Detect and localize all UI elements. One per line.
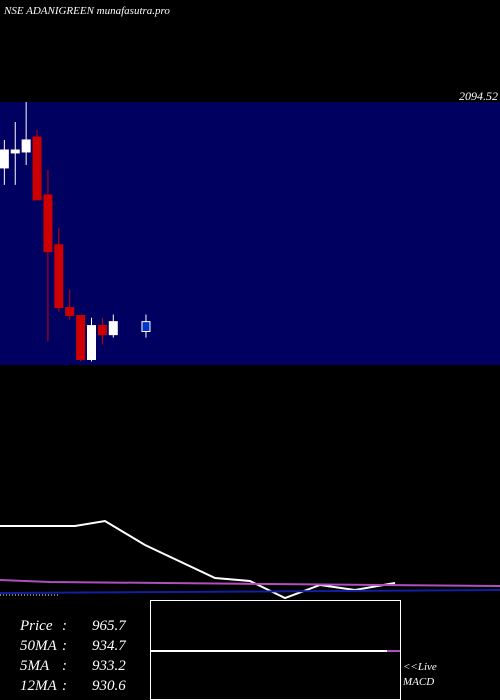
info-value: 934.7 xyxy=(92,638,127,654)
candle-body xyxy=(54,244,64,309)
candle-body xyxy=(0,149,9,169)
info-sep: : xyxy=(62,678,67,694)
y-tick-label: 2094.52 xyxy=(459,89,498,103)
price-panel xyxy=(0,102,500,365)
info-sep: : xyxy=(62,638,67,654)
info-label: 50MA xyxy=(20,638,57,654)
macd-label: MACD xyxy=(402,676,434,688)
info-sep: : xyxy=(62,618,67,634)
macd-line xyxy=(0,589,500,594)
info-value: 965.7 xyxy=(92,618,127,634)
info-label: 12MA xyxy=(20,678,57,694)
info-label: Price xyxy=(19,618,53,634)
macd-line xyxy=(0,579,500,587)
candle-body xyxy=(108,321,118,336)
macd-line xyxy=(0,519,396,600)
candle-body xyxy=(97,325,107,336)
candle-body xyxy=(76,315,86,360)
live-label: <<Live xyxy=(403,661,437,673)
candle-body xyxy=(32,136,42,201)
candle-body xyxy=(10,149,20,154)
chart-title: NSE ADANIGREEN munafasutra.pro xyxy=(3,5,170,17)
info-sep: : xyxy=(62,658,67,674)
info-value: 930.6 xyxy=(92,678,126,694)
candle-body xyxy=(43,194,53,253)
candle-body xyxy=(87,325,97,360)
info-label: 5MA xyxy=(20,658,50,674)
info-value: 933.2 xyxy=(92,658,126,674)
candle-body xyxy=(65,307,75,317)
candle-body xyxy=(141,321,151,332)
candle-body xyxy=(21,139,31,153)
